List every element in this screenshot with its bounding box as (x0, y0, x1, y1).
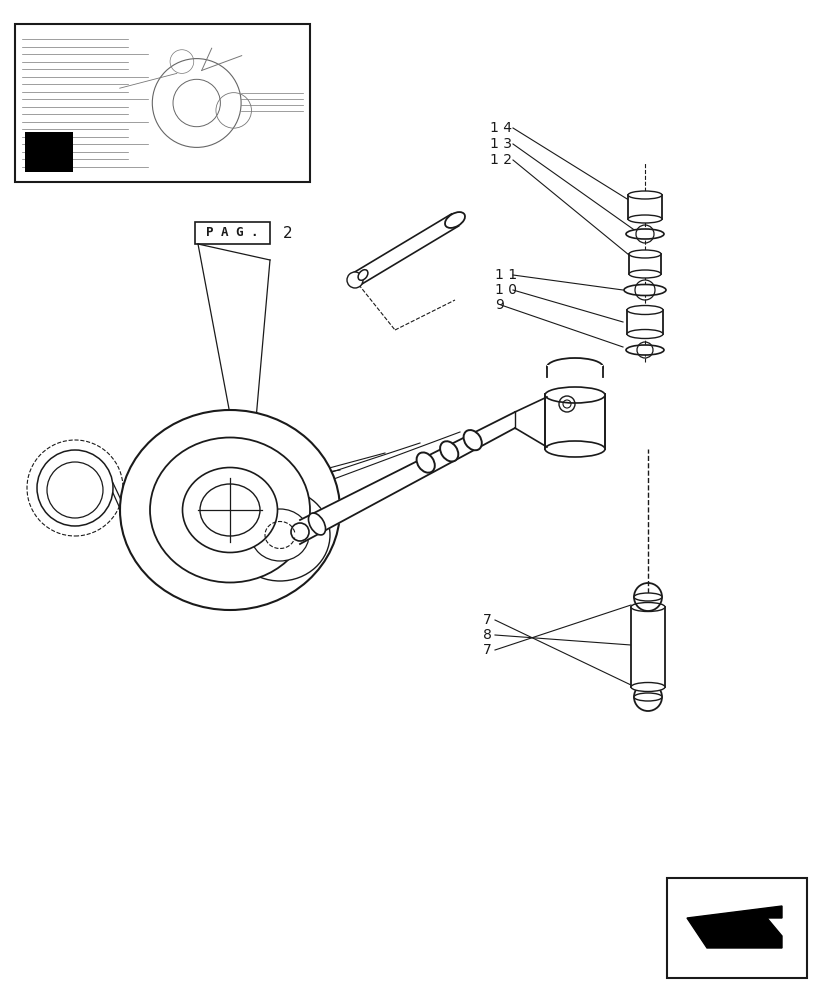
Circle shape (347, 272, 362, 288)
Bar (629, 254, 660, 274)
Ellipse shape (626, 306, 662, 314)
Ellipse shape (627, 215, 662, 223)
Ellipse shape (308, 513, 325, 535)
Text: 1 2: 1 2 (490, 153, 511, 167)
Ellipse shape (627, 191, 662, 199)
Ellipse shape (629, 270, 660, 278)
Text: 9: 9 (495, 298, 504, 312)
Ellipse shape (544, 387, 605, 403)
Text: 2: 2 (148, 476, 157, 490)
Ellipse shape (629, 250, 660, 258)
Bar (15, 24, 309, 182)
Polygon shape (299, 412, 514, 544)
Ellipse shape (633, 693, 662, 701)
Text: 6: 6 (148, 536, 157, 550)
Ellipse shape (357, 270, 367, 280)
Text: 1 1: 1 1 (495, 268, 517, 282)
Ellipse shape (625, 229, 663, 239)
Text: 1 4: 1 4 (490, 121, 511, 135)
Bar (626, 310, 662, 334)
Bar (627, 195, 662, 219)
Text: 8: 8 (482, 628, 491, 642)
Polygon shape (686, 906, 781, 948)
Text: 1 0: 1 0 (495, 283, 516, 297)
Ellipse shape (416, 452, 434, 473)
Text: P A G .: P A G . (206, 227, 258, 239)
Text: 1 3: 1 3 (490, 137, 511, 151)
Bar (195, 222, 270, 244)
Bar (667, 878, 806, 978)
Polygon shape (351, 214, 458, 286)
Text: 4: 4 (148, 506, 157, 520)
Text: 7: 7 (483, 643, 491, 657)
Ellipse shape (624, 284, 665, 296)
Ellipse shape (120, 410, 340, 610)
Bar (547, 365, 602, 377)
Bar (630, 607, 664, 687)
Ellipse shape (544, 441, 605, 457)
Ellipse shape (251, 509, 308, 561)
Text: 2: 2 (283, 226, 293, 240)
Ellipse shape (625, 345, 663, 355)
Ellipse shape (547, 358, 602, 376)
Ellipse shape (230, 489, 330, 581)
Ellipse shape (463, 430, 481, 450)
Ellipse shape (182, 468, 277, 552)
Bar (25, 132, 73, 172)
Text: 7: 7 (483, 613, 491, 627)
Ellipse shape (633, 593, 662, 601)
Ellipse shape (444, 212, 465, 228)
Ellipse shape (630, 602, 664, 611)
Text: 1: 1 (148, 461, 157, 475)
Text: 3: 3 (148, 491, 157, 505)
Ellipse shape (626, 330, 662, 338)
Bar (544, 394, 605, 449)
Ellipse shape (150, 438, 309, 582)
Text: 5: 5 (148, 521, 157, 535)
Ellipse shape (630, 682, 664, 692)
Ellipse shape (440, 441, 457, 461)
